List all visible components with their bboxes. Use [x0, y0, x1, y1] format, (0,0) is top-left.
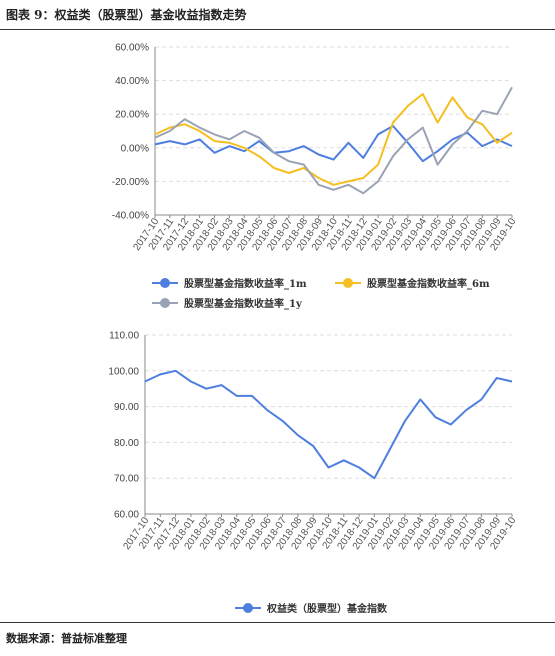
series-line	[154, 86, 513, 195]
y-tick-label: 90.00	[114, 402, 139, 413]
chart-returns: 60.00%40.00%20.00%0.00%-20.00%-40.00%201…	[112, 43, 519, 311]
bottom-rule	[0, 622, 555, 623]
legend-label: 权益类（股票型）基金指数	[266, 602, 388, 615]
y-tick-label: 60.00%	[115, 43, 149, 54]
y-tick-label: 110.00	[109, 331, 139, 342]
legend-label: 股票型基金指数收益率_1y	[184, 297, 303, 310]
legend-marker	[243, 603, 253, 613]
y-tick-label: -20.00%	[112, 177, 149, 188]
chart-index: 110.00100.0090.0080.0070.0060.002017-102…	[108, 331, 518, 616]
series-line	[154, 125, 513, 163]
figure-title: 图表 9：权益类（股票型）基金收益指数走势	[6, 8, 247, 22]
y-tick-label: 70.00	[114, 474, 139, 485]
y-tick-label: 0.00%	[121, 143, 149, 154]
y-tick-label: 40.00%	[115, 76, 149, 87]
y-tick-label: 100.00	[108, 366, 139, 377]
series-line	[144, 369, 513, 480]
legend-label: 股票型基金指数收益率_6m	[367, 277, 490, 290]
legend-label: 股票型基金指数收益率_1m	[184, 277, 307, 290]
y-tick-label: 80.00	[114, 438, 139, 449]
legend-marker	[343, 278, 353, 288]
y-tick-label: -40.00%	[112, 211, 149, 222]
y-tick-label: 60.00	[114, 510, 139, 521]
figure-source: 数据来源：普益标准整理	[6, 632, 127, 645]
legend-marker	[160, 298, 170, 308]
top-rule	[0, 29, 555, 30]
legend-marker	[160, 278, 170, 288]
y-tick-label: 20.00%	[115, 110, 149, 121]
series-line	[154, 93, 513, 186]
